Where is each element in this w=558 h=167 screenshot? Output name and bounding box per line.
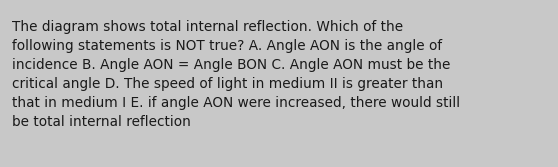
Text: The diagram shows total internal reflection. Which of the
following statements i: The diagram shows total internal reflect…: [12, 20, 460, 129]
